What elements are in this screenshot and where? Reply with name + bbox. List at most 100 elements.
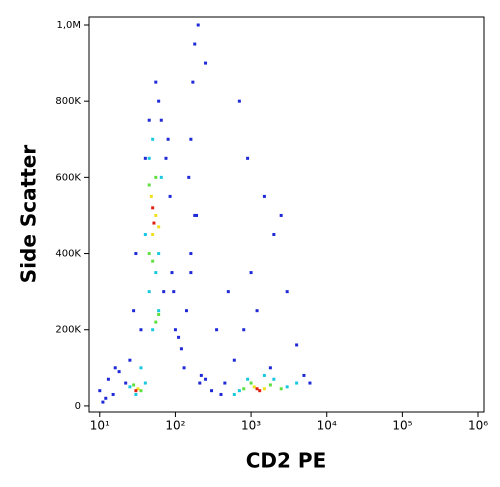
point bbox=[272, 232, 276, 236]
point bbox=[179, 347, 183, 351]
point bbox=[149, 194, 153, 198]
point bbox=[113, 366, 117, 370]
point bbox=[168, 194, 172, 198]
point bbox=[255, 309, 259, 313]
point bbox=[166, 137, 170, 141]
point bbox=[157, 225, 161, 229]
point bbox=[193, 42, 197, 46]
point bbox=[143, 381, 147, 385]
x-tick-label: 10³ bbox=[241, 419, 261, 433]
point bbox=[182, 366, 186, 370]
point bbox=[132, 309, 136, 313]
point bbox=[249, 271, 253, 275]
point bbox=[189, 137, 193, 141]
point bbox=[104, 396, 108, 400]
point bbox=[132, 383, 136, 387]
point bbox=[147, 252, 151, 256]
point bbox=[191, 80, 195, 84]
point bbox=[106, 377, 110, 381]
point bbox=[285, 290, 289, 294]
point bbox=[151, 137, 155, 141]
point bbox=[262, 194, 266, 198]
point bbox=[268, 383, 272, 387]
point bbox=[272, 377, 276, 381]
y-tick-label: 400K bbox=[55, 249, 81, 260]
y-tick-label: 1,0M bbox=[56, 20, 81, 31]
point bbox=[154, 320, 158, 324]
point bbox=[177, 335, 181, 339]
point bbox=[152, 221, 156, 225]
point bbox=[157, 99, 161, 103]
point bbox=[117, 370, 121, 374]
point bbox=[204, 61, 208, 65]
point bbox=[143, 232, 147, 236]
point bbox=[173, 328, 177, 332]
point bbox=[98, 389, 102, 393]
point bbox=[193, 213, 197, 217]
point bbox=[246, 156, 250, 160]
point bbox=[124, 381, 128, 385]
point bbox=[134, 389, 138, 393]
point bbox=[139, 366, 143, 370]
point bbox=[255, 387, 259, 391]
point bbox=[128, 385, 132, 389]
point bbox=[170, 271, 174, 275]
point bbox=[204, 377, 208, 381]
point bbox=[268, 366, 272, 370]
point bbox=[246, 377, 250, 381]
point bbox=[198, 381, 202, 385]
point bbox=[210, 389, 214, 393]
point bbox=[151, 328, 155, 332]
point bbox=[154, 213, 158, 217]
point bbox=[232, 358, 236, 362]
point bbox=[199, 373, 203, 377]
point bbox=[189, 252, 193, 256]
point bbox=[223, 381, 227, 385]
point bbox=[195, 213, 199, 217]
x-tick-label: 10¹ bbox=[90, 419, 110, 433]
point bbox=[242, 328, 246, 332]
point bbox=[262, 373, 266, 377]
x-tick-label: 10⁶ bbox=[468, 419, 488, 433]
point bbox=[151, 232, 155, 236]
point bbox=[279, 387, 283, 391]
point bbox=[232, 392, 236, 396]
point bbox=[189, 271, 193, 275]
point bbox=[157, 252, 161, 256]
point bbox=[295, 343, 299, 347]
point bbox=[111, 392, 115, 396]
point bbox=[262, 387, 266, 391]
point bbox=[172, 290, 176, 294]
point bbox=[159, 118, 163, 122]
plot-frame bbox=[88, 16, 485, 413]
point bbox=[101, 400, 105, 404]
point bbox=[154, 175, 158, 179]
point bbox=[196, 23, 200, 27]
point bbox=[134, 252, 138, 256]
y-tick-label: 200K bbox=[55, 325, 81, 336]
point bbox=[252, 385, 256, 389]
x-axis-title: CD2 PE bbox=[246, 449, 326, 473]
point bbox=[242, 387, 246, 391]
point bbox=[157, 312, 161, 316]
point bbox=[157, 309, 161, 313]
point bbox=[154, 80, 158, 84]
y-tick-label: 0 bbox=[75, 401, 81, 412]
y-tick-label: 800K bbox=[55, 96, 81, 107]
point bbox=[143, 156, 147, 160]
point bbox=[226, 290, 230, 294]
point bbox=[302, 373, 306, 377]
point bbox=[308, 381, 312, 385]
point bbox=[258, 389, 262, 393]
x-tick-label: 10⁵ bbox=[392, 419, 412, 433]
point bbox=[184, 309, 188, 313]
point bbox=[237, 99, 241, 103]
point bbox=[279, 213, 283, 217]
point bbox=[151, 206, 155, 210]
point bbox=[237, 389, 241, 393]
point bbox=[151, 259, 155, 263]
point bbox=[147, 118, 151, 122]
point bbox=[128, 358, 132, 362]
point bbox=[249, 381, 253, 385]
